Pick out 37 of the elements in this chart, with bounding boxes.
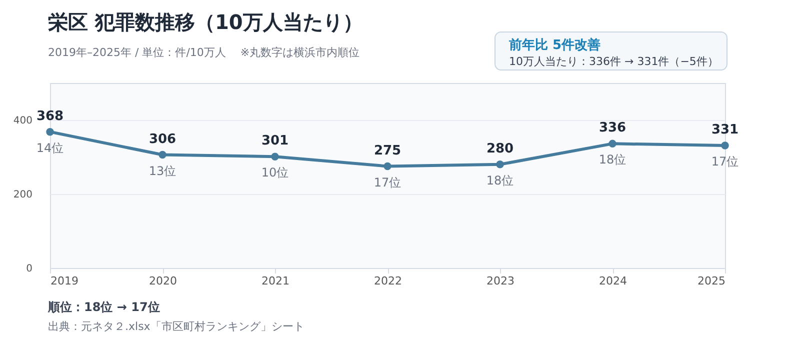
x-tick-label: 2024 <box>599 274 627 288</box>
point <box>496 160 504 168</box>
x-tick-label: 2025 <box>698 274 726 288</box>
text: 前年比 5件改善 <box>508 37 601 53</box>
x-tick-label: 2021 <box>262 274 290 288</box>
annotation: 10位 <box>261 166 289 180</box>
x-tick-label: 2020 <box>149 274 177 288</box>
chart-title: 栄区 犯罪数推移（10万人当たり） <box>48 10 363 34</box>
point <box>271 152 279 160</box>
x-tick-label: 2019 <box>50 274 78 288</box>
data-label: 275 <box>374 143 402 158</box>
point <box>608 140 616 148</box>
point <box>46 128 54 136</box>
data-label: 331 <box>711 122 739 138</box>
x-tick-label: 2022 <box>374 274 402 288</box>
data-label: 301 <box>261 134 289 149</box>
annotation: 18位 <box>486 173 514 188</box>
point <box>721 142 729 150</box>
source-note: 出典：元ネタ２.xlsx「市区町村ランキング」シート <box>48 320 304 333</box>
y-tick-label: 200 <box>13 190 32 200</box>
point <box>158 150 166 159</box>
y-tick-label: 400 <box>13 116 32 126</box>
data-label: 336 <box>598 120 626 136</box>
data-label: 306 <box>148 132 176 147</box>
annotation: 18位 <box>598 152 626 167</box>
annotation: 17位 <box>374 175 402 190</box>
y-tick-label: 0 <box>26 264 32 274</box>
chart-subtitle: 2019年–2025年 / 単位：件/10万人 ※丸数字は横浜市内順位 <box>48 46 360 59</box>
data-label: 280 <box>486 141 514 156</box>
annotation: 13位 <box>148 164 176 178</box>
point <box>384 162 392 170</box>
data-label: 368 <box>36 108 64 124</box>
annotation: 14位 <box>36 140 64 155</box>
text: 順位：18位 → 17位 <box>47 300 160 314</box>
annotation: 17位 <box>711 154 739 169</box>
text: 10万人当たり：336件 → 331件（−5件） <box>509 55 718 68</box>
x-tick-label: 2023 <box>486 274 514 288</box>
